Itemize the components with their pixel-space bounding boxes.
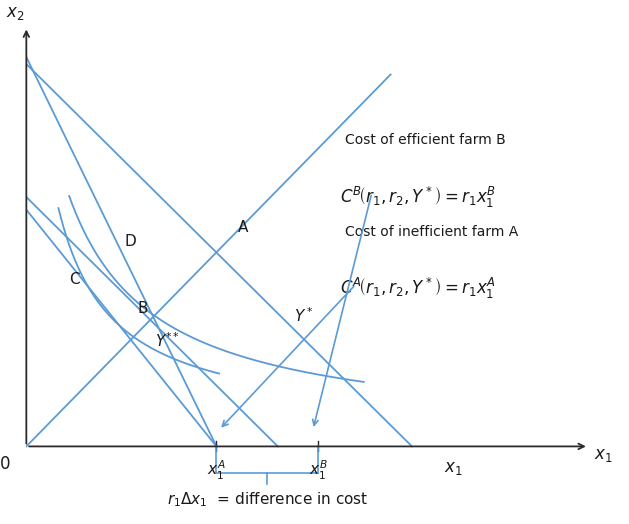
Text: $x_2$: $x_2$: [6, 5, 25, 23]
Text: B: B: [138, 301, 148, 316]
Text: Cost of efficient farm B: Cost of efficient farm B: [345, 133, 506, 147]
Text: $x_1$: $x_1$: [594, 446, 613, 464]
Text: $x_1$: $x_1$: [444, 459, 463, 477]
Text: $x_1^A$: $x_1^A$: [207, 459, 226, 482]
Text: 0: 0: [0, 455, 10, 473]
Text: $x_1^B$: $x_1^B$: [309, 459, 328, 482]
Text: A: A: [238, 221, 248, 235]
Text: C: C: [69, 272, 80, 287]
Text: $C^A\!\left(r_1,r_2,Y^*\right)=r_1x_1^A$: $C^A\!\left(r_1,r_2,Y^*\right)=r_1x_1^A$: [340, 276, 496, 301]
Text: $r_1 \Delta x_1$  = difference in cost: $r_1 \Delta x_1$ = difference in cost: [167, 490, 368, 509]
Text: $Y^{**}$: $Y^{**}$: [155, 331, 180, 350]
Text: Cost of inefficient farm A: Cost of inefficient farm A: [345, 225, 518, 238]
Text: D: D: [125, 234, 136, 249]
Text: $C^B\!\left(r_1,r_2,Y^*\right)=r_1x_1^B$: $C^B\!\left(r_1,r_2,Y^*\right)=r_1x_1^B$: [340, 184, 496, 210]
Text: $Y^*$: $Y^*$: [294, 306, 314, 325]
